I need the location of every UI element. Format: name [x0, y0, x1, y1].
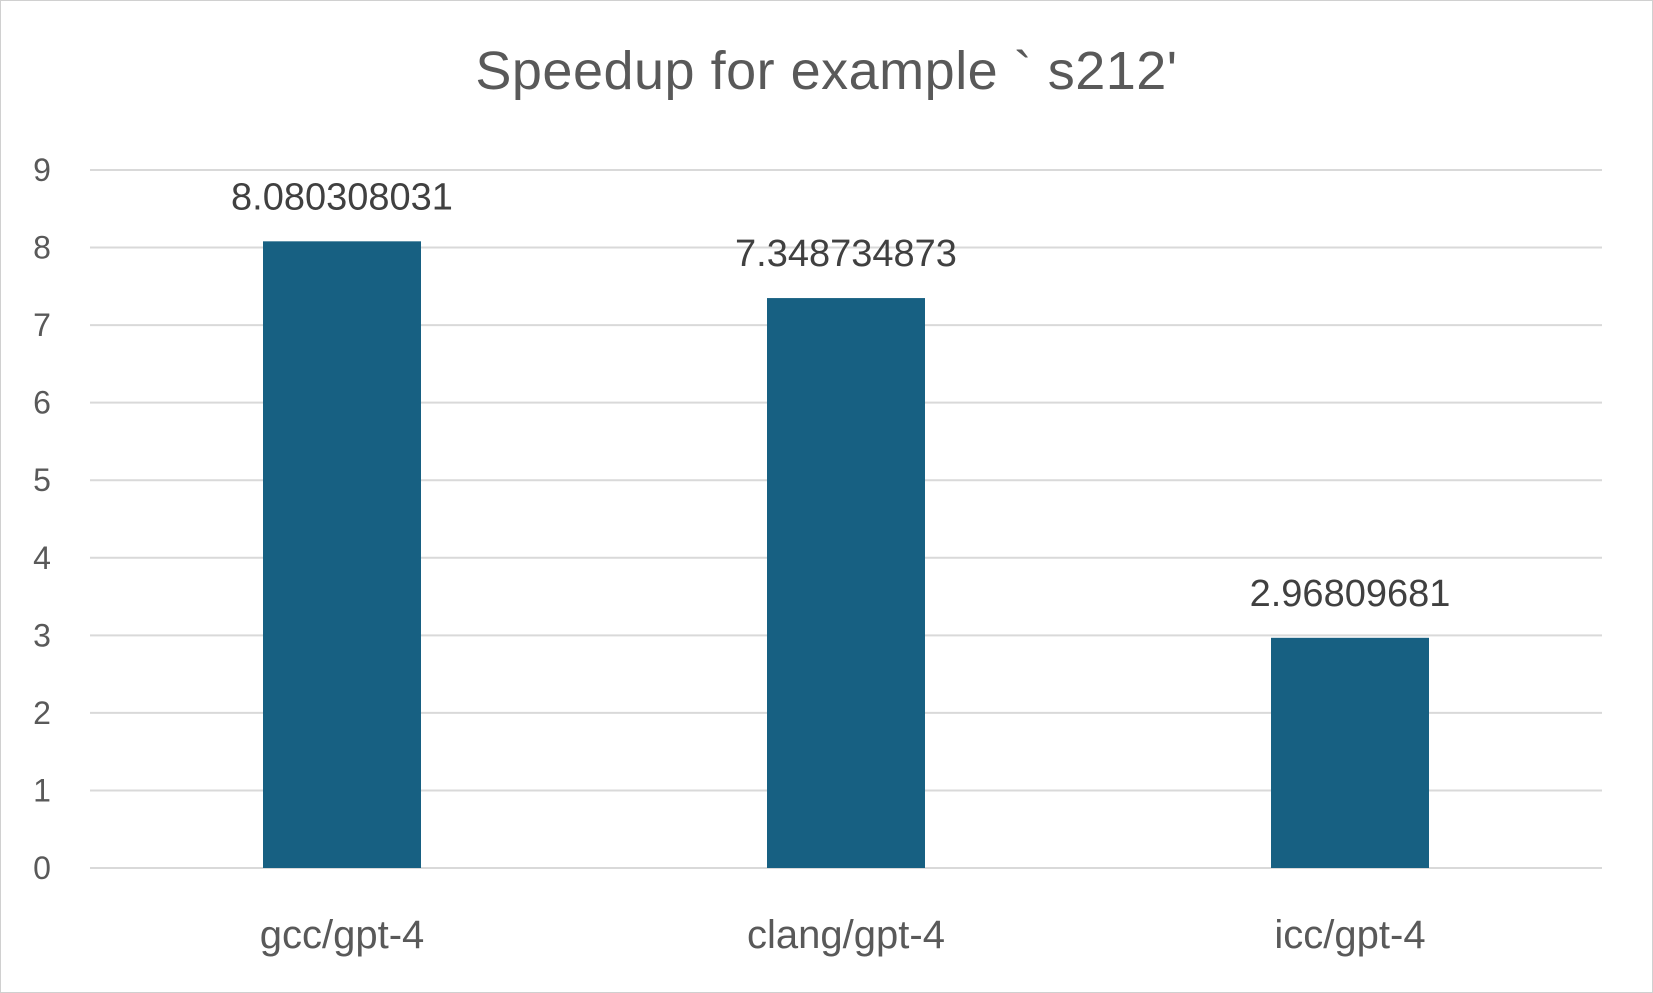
y-tick-label: 9 [33, 152, 51, 188]
data-label: 8.080308031 [231, 176, 453, 218]
y-tick-label: 3 [33, 617, 51, 653]
data-labels: 8.080308031 7.348734873 2.96809681 [231, 176, 1450, 614]
bars [263, 241, 1429, 869]
y-tick-label: 0 [33, 850, 51, 886]
chart-title: Speedup for example ` s212' [475, 41, 1178, 101]
bar [767, 298, 925, 868]
y-tick-label: 8 [33, 230, 51, 266]
data-label: 2.96809681 [1250, 573, 1451, 615]
bar [263, 241, 421, 869]
y-tick-label: 4 [33, 540, 51, 576]
x-tick-label: icc/gpt-4 [1274, 913, 1425, 957]
y-tick-label: 2 [33, 695, 51, 731]
y-tick-label: 6 [33, 385, 51, 421]
y-tick-label: 1 [33, 772, 51, 808]
y-axis: 0 1 2 3 4 5 6 7 8 9 [33, 152, 51, 886]
x-tick-label: gcc/gpt-4 [260, 913, 425, 957]
x-tick-label: clang/gpt-4 [747, 913, 945, 957]
bar [1271, 637, 1429, 868]
data-label: 7.348734873 [735, 233, 957, 275]
y-tick-label: 5 [33, 462, 51, 498]
x-axis: gcc/gpt-4 clang/gpt-4 icc/gpt-4 [260, 913, 1426, 957]
y-tick-label: 7 [33, 307, 51, 343]
